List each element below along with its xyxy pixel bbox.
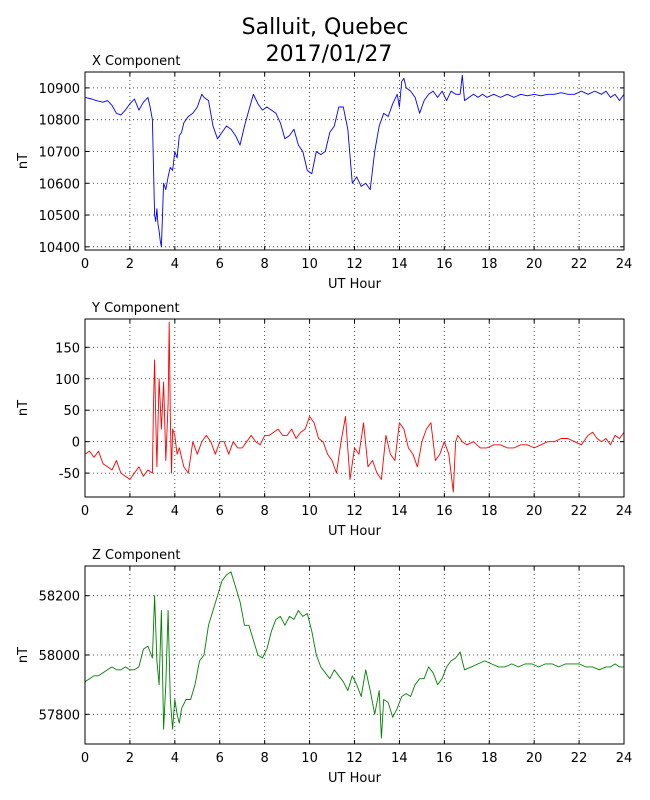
y-axis-label: nT	[16, 153, 31, 169]
y-tick-label: 100	[55, 373, 80, 388]
y-tick-label: 10800	[39, 114, 80, 129]
x-tick-label: 12	[346, 751, 363, 766]
x-tick-label: 14	[391, 751, 408, 766]
y-tick-label: 10900	[39, 82, 80, 97]
x-tick-label: 2	[126, 257, 134, 272]
x-tick-label: 8	[261, 257, 269, 272]
x-tick-label: 4	[171, 257, 179, 272]
y-tick-label: 57800	[39, 708, 80, 723]
series-line	[84, 321, 625, 493]
x-tick-label: 20	[526, 257, 543, 272]
y-tick-label: 0	[72, 436, 80, 451]
y-tick-label: 10500	[39, 209, 80, 224]
x-tick-label: 18	[481, 504, 498, 519]
x-tick-label: 2	[126, 504, 134, 519]
x-axis-label: UT Hour	[328, 277, 382, 292]
x-tick-label: 18	[481, 257, 498, 272]
x-tick-label: 10	[301, 257, 318, 272]
x-tick-label: 12	[346, 504, 363, 519]
x-tick-label: 14	[391, 504, 408, 519]
x-tick-label: 8	[261, 504, 269, 519]
x-tick-label: 8	[261, 751, 269, 766]
x-axis-label: UT Hour	[328, 771, 382, 786]
x-axis-label: UT Hour	[328, 524, 382, 539]
x-tick-label: 24	[616, 504, 633, 519]
x-tick-label: 0	[81, 751, 89, 766]
y-axis-label: nT	[16, 647, 31, 663]
x-tick-label: 16	[436, 257, 453, 272]
x-tick-label: 12	[346, 257, 363, 272]
x-tick-label: 2	[126, 751, 134, 766]
x-tick-label: 22	[571, 504, 588, 519]
series-line	[84, 74, 625, 248]
y-tick-label: 58200	[39, 590, 80, 605]
y-tick-label: 10400	[39, 241, 80, 256]
x-tick-label: 6	[216, 257, 224, 272]
x-tick-label: 22	[571, 257, 588, 272]
x-tick-label: 14	[391, 257, 408, 272]
chart-panels: 0 2 4 6 8 10 12 14 16 18 20 22 241040010500106001070…	[16, 54, 632, 786]
y-tick-label: 58000	[39, 649, 80, 664]
x-tick-label: 6	[216, 504, 224, 519]
panel-title: Z Component	[92, 548, 181, 563]
y-tick-label: -50	[59, 467, 80, 482]
x-tick-label: 18	[481, 751, 498, 766]
figure-title-line1: Salluit, Quebec	[242, 15, 409, 40]
x-tick-label: 0	[81, 257, 89, 272]
x-tick-label: 16	[436, 751, 453, 766]
y-axis-label: nT	[16, 400, 31, 416]
x-tick-label: 10	[301, 504, 318, 519]
x-tick-label: 10	[301, 751, 318, 766]
series-line	[84, 571, 624, 739]
x-tick-label: 16	[436, 504, 453, 519]
y-tick-label: 150	[55, 341, 80, 356]
y-tick-label: 10600	[39, 177, 80, 192]
y-tick-label: 50	[63, 404, 80, 419]
x-tick-label: 24	[616, 257, 633, 272]
panel-title: Y Component	[91, 301, 180, 316]
x-tick-label: 24	[616, 751, 633, 766]
x-tick-label: 20	[526, 751, 543, 766]
figure-title-line2: 2017/01/27	[266, 42, 393, 67]
x-tick-label: 6	[216, 751, 224, 766]
x-tick-label: 4	[171, 751, 179, 766]
panel-title: X Component	[92, 54, 181, 69]
x-tick-label: 22	[571, 751, 588, 766]
x-tick-label: 20	[526, 504, 543, 519]
x-tick-label: 0	[81, 504, 89, 519]
chart-panel-1: 0 2 4 6 8 10 12 14 16 18 20 22 241040010500106001070…	[16, 54, 632, 292]
y-tick-label: 10700	[39, 145, 80, 160]
x-tick-label: 4	[171, 504, 179, 519]
